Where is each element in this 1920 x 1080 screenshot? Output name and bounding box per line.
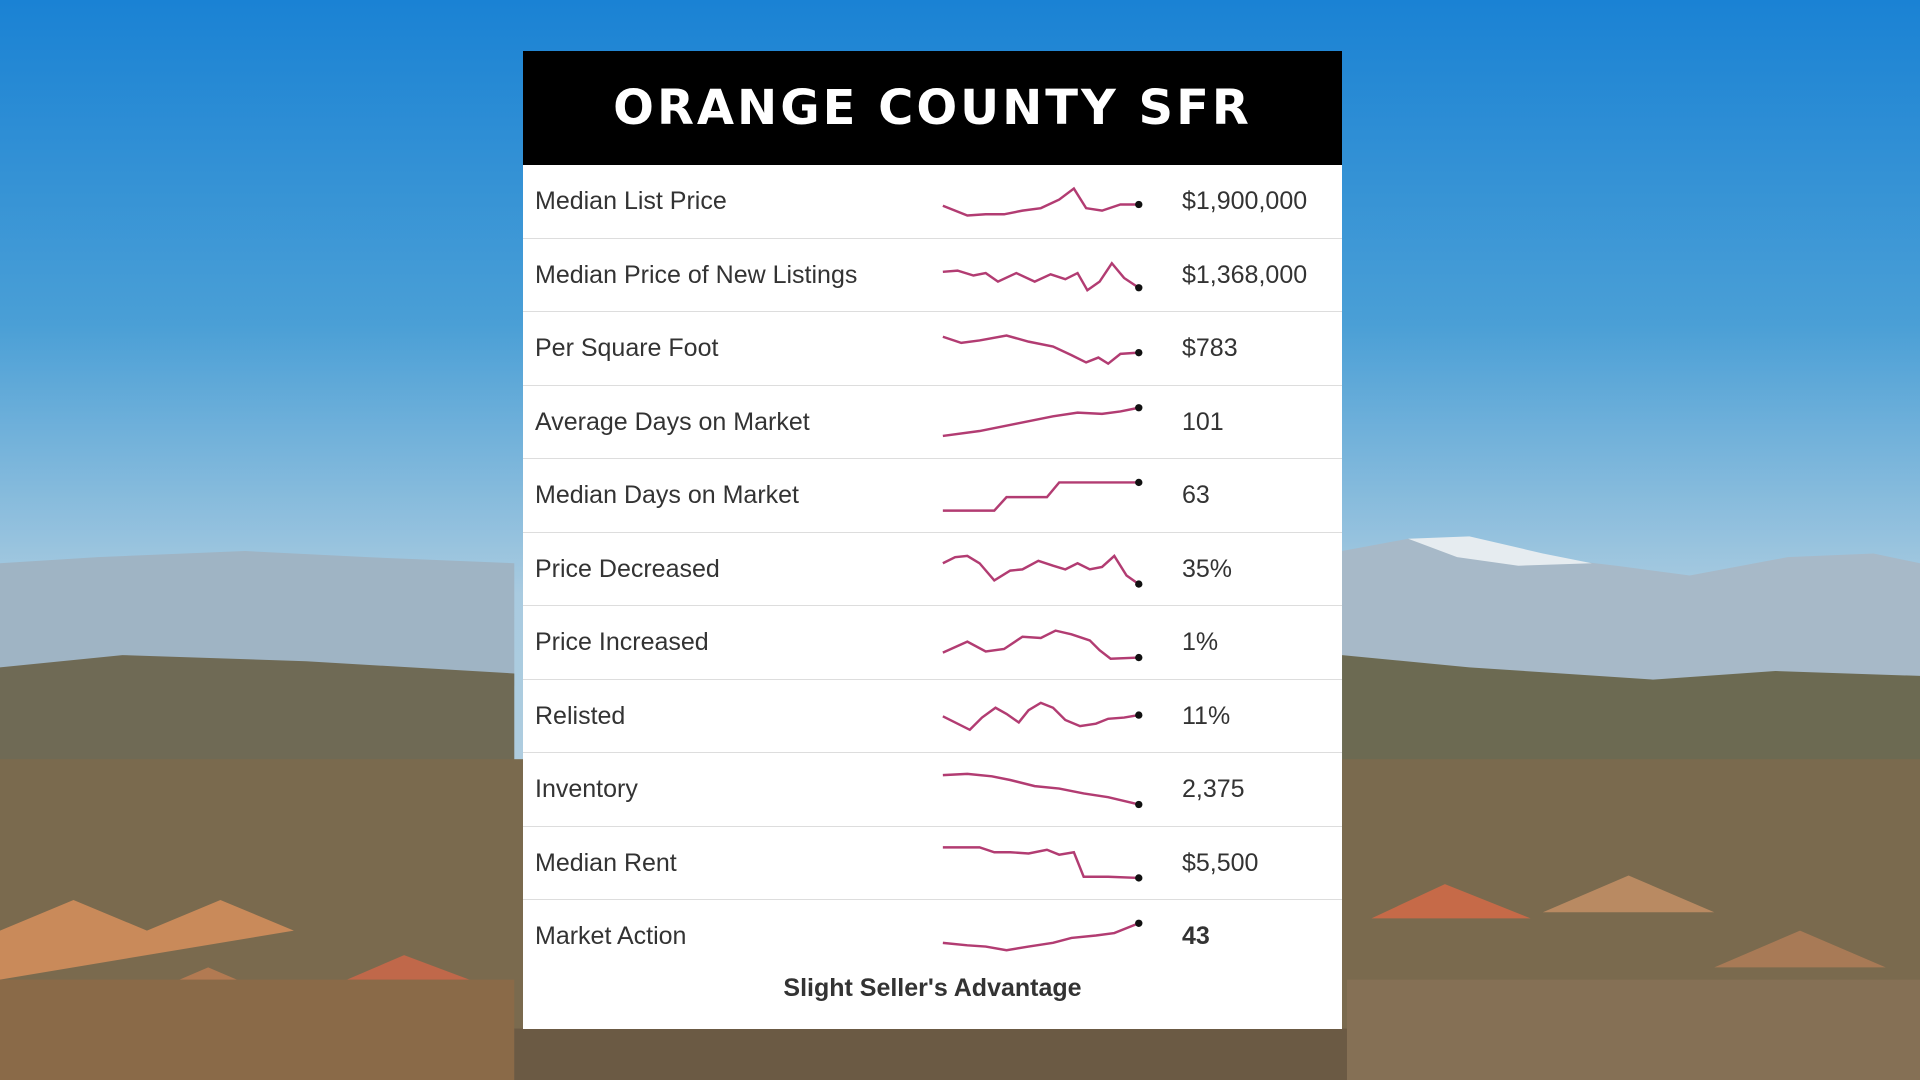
table-row: Median Price of New Listings $1,368,000 bbox=[523, 239, 1342, 312]
row-label: Median Rent bbox=[535, 848, 677, 877]
row-value: $783 bbox=[1182, 334, 1238, 362]
table-row: Average Days on Market 101 bbox=[523, 386, 1342, 459]
footer-note: Slight Seller's Advantage bbox=[783, 974, 1082, 1002]
summary-card: ORANGE COUNTY SFR Median List Price $1,90… bbox=[523, 51, 1342, 1029]
row-value: 101 bbox=[1182, 407, 1224, 436]
row-label: Price Decreased bbox=[535, 554, 720, 583]
table-row: Per Square Foot $783 bbox=[523, 312, 1342, 386]
row-label: Market Action bbox=[535, 922, 687, 950]
row-value: $1,368,000 bbox=[1182, 260, 1308, 289]
row-value: 2,375 bbox=[1182, 775, 1245, 803]
row-label: Price Increased bbox=[535, 628, 709, 656]
table-row: Price Decreased 35% bbox=[523, 533, 1342, 606]
row-label: Median Days on Market bbox=[535, 481, 800, 509]
row-value: 43 bbox=[1182, 922, 1210, 950]
row-value: 63 bbox=[1182, 481, 1210, 509]
row-label: Average Days on Market bbox=[535, 407, 810, 436]
row-label: Inventory bbox=[535, 775, 638, 803]
table-row: Market Action 43 bbox=[523, 900, 1342, 974]
table-row: Median Days on Market 63 bbox=[523, 459, 1342, 533]
row-label: Relisted bbox=[535, 701, 626, 730]
table-row: Price Increased 1% bbox=[523, 606, 1342, 680]
row-value: 1% bbox=[1182, 628, 1219, 656]
row-label: Median List Price bbox=[535, 187, 727, 215]
metrics-table: Median List Price $1,900,000 Median Price … bbox=[523, 165, 1342, 974]
row-value: 11% bbox=[1182, 701, 1231, 730]
table-row: Relisted 11% bbox=[523, 680, 1342, 753]
card-title: ORANGE COUNTY SFR bbox=[523, 51, 1342, 165]
row-value: $5,500 bbox=[1182, 848, 1259, 877]
table-row: Median Rent $5,500 bbox=[523, 827, 1342, 900]
row-label: Per Square Foot bbox=[535, 334, 719, 362]
row-value: 35% bbox=[1182, 554, 1233, 583]
row-value: $1,900,000 bbox=[1182, 187, 1308, 215]
row-label: Median Price of New Listings bbox=[535, 260, 858, 289]
table-row: Inventory 2,375 bbox=[523, 753, 1342, 827]
table-row: Median List Price $1,900,000 bbox=[523, 165, 1342, 239]
